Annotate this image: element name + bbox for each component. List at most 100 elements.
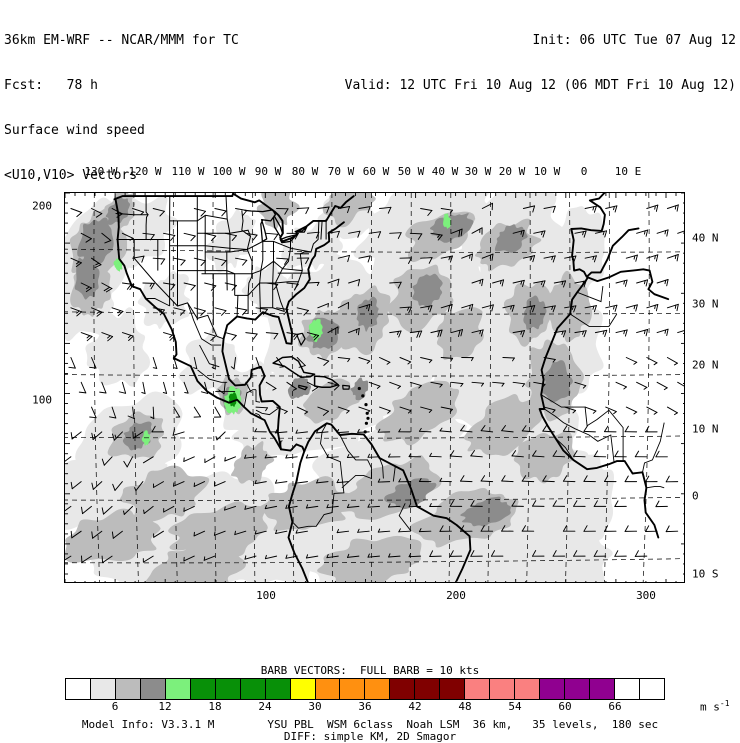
barb-shaft xyxy=(215,209,226,212)
header-valid-time: Valid: 12 UTC Fri 10 Aug 12 (06 MDT Fri … xyxy=(345,78,736,93)
barb-full xyxy=(243,211,247,216)
state-border xyxy=(643,423,665,473)
barb-half xyxy=(214,532,215,535)
shading-band xyxy=(205,209,257,273)
barb-shaft xyxy=(194,407,200,417)
colorbar-swatch[interactable] xyxy=(316,679,341,699)
barb-full xyxy=(636,305,638,311)
colorbar-swatch[interactable] xyxy=(590,679,615,699)
barb-shaft xyxy=(390,233,402,234)
colorbar-tick-label: 30 xyxy=(308,701,321,712)
colorbar-swatch[interactable] xyxy=(66,679,91,699)
colorbar-swatch[interactable] xyxy=(565,679,590,699)
barb-full xyxy=(615,451,618,457)
colorbar-swatch[interactable] xyxy=(540,679,565,699)
lon-tick-label: 120 W xyxy=(128,166,161,177)
barb-shaft xyxy=(112,308,123,312)
model-info-line-2: DIFF: simple KM, 2D Smagor xyxy=(0,730,740,743)
barb-shaft xyxy=(286,457,297,458)
colorbar-swatch[interactable] xyxy=(91,679,116,699)
lat-tick-label: 30 N xyxy=(692,299,719,310)
barb-shaft xyxy=(92,407,97,418)
barb-full xyxy=(646,476,649,482)
colorbar-swatch[interactable] xyxy=(415,679,440,699)
colorbar-swatch[interactable] xyxy=(615,679,640,699)
units-text: m s xyxy=(700,701,720,714)
colorbar-swatch[interactable] xyxy=(166,679,191,699)
barb-shaft xyxy=(616,382,627,387)
barb-full xyxy=(625,476,628,482)
barb-full xyxy=(656,205,657,211)
barb-shaft xyxy=(174,258,185,260)
colorbar-units: m s-1 xyxy=(700,699,730,714)
map-panel[interactable] xyxy=(64,192,685,583)
barb-half xyxy=(87,336,90,338)
barb-shaft xyxy=(606,206,617,209)
colorbar-swatch[interactable] xyxy=(116,679,141,699)
barb-full xyxy=(306,208,309,214)
lon-tick-label: 10 E xyxy=(615,166,642,177)
barb-half xyxy=(204,557,205,560)
barb-shaft xyxy=(164,382,167,393)
colorbar-swatch[interactable] xyxy=(216,679,241,699)
barb-shaft xyxy=(616,330,627,333)
barb-shaft xyxy=(574,456,586,457)
colorbar[interactable] xyxy=(65,678,665,700)
barb-shaft xyxy=(194,209,205,212)
barb-full xyxy=(646,526,649,532)
lat-tick-label: 10 N xyxy=(692,424,719,435)
barb-full xyxy=(635,551,638,557)
barb-shaft xyxy=(657,382,667,388)
colorbar-swatch[interactable] xyxy=(266,679,291,699)
lon-tick-label: 30 W xyxy=(465,166,492,177)
barb-full xyxy=(71,433,72,439)
grid-y-tick-label: 100 xyxy=(32,395,52,406)
colorbar-swatch[interactable] xyxy=(141,679,166,699)
colorbar-swatch[interactable] xyxy=(515,679,540,699)
lesser-antilles-island xyxy=(365,422,368,425)
colorbar-swatch[interactable] xyxy=(365,679,390,699)
barb-full xyxy=(594,206,596,212)
colorbar-swatch[interactable] xyxy=(241,679,266,699)
barb-half xyxy=(675,413,678,415)
colorbar-swatch[interactable] xyxy=(390,679,415,699)
grid-y-tick-label: 200 xyxy=(32,201,52,212)
colorbar-tick-label: 60 xyxy=(558,701,571,712)
barb-full xyxy=(274,234,278,239)
colorbar-swatch[interactable] xyxy=(440,679,465,699)
barb-full xyxy=(656,451,659,457)
colorbar-tick-label: 42 xyxy=(408,701,421,712)
colorbar-title: BARB VECTORS: FULL BARB = 10 kts xyxy=(0,664,740,677)
barb-half xyxy=(480,280,481,283)
lon-tick-label: 40 W xyxy=(432,166,459,177)
barb-half xyxy=(654,412,657,414)
grid-x-tick-label: 100 xyxy=(256,590,276,601)
barb-full xyxy=(656,501,659,507)
lon-tick-label: 50 W xyxy=(398,166,425,177)
colorbar-swatch[interactable] xyxy=(191,679,216,699)
barb-full xyxy=(71,531,72,537)
lon-tick-label: 90 W xyxy=(255,166,282,177)
barb-full xyxy=(253,334,257,339)
barb-shaft xyxy=(421,258,433,259)
barb-shaft xyxy=(667,407,677,413)
lon-tick-label: 100 W xyxy=(212,166,245,177)
colorbar-swatch[interactable] xyxy=(291,679,316,699)
colorbar-swatch[interactable] xyxy=(340,679,365,699)
colorbar-swatch[interactable] xyxy=(465,679,490,699)
lon-tick-label: 0 xyxy=(581,166,588,177)
barb-shaft xyxy=(667,255,678,259)
barb-shaft xyxy=(122,382,125,393)
barb-shaft xyxy=(678,329,685,333)
barb-half xyxy=(225,458,226,461)
colorbar-tick-label: 6 xyxy=(112,701,119,712)
lon-tick-label: 80 W xyxy=(292,166,319,177)
colorbar-swatch[interactable] xyxy=(640,679,664,699)
weather-map xyxy=(65,193,685,583)
colorbar-swatch[interactable] xyxy=(490,679,515,699)
barb-full xyxy=(605,426,608,432)
barb-half xyxy=(674,363,677,365)
lat-tick-label: 0 xyxy=(692,491,699,502)
colorbar-tick-label: 18 xyxy=(208,701,221,712)
